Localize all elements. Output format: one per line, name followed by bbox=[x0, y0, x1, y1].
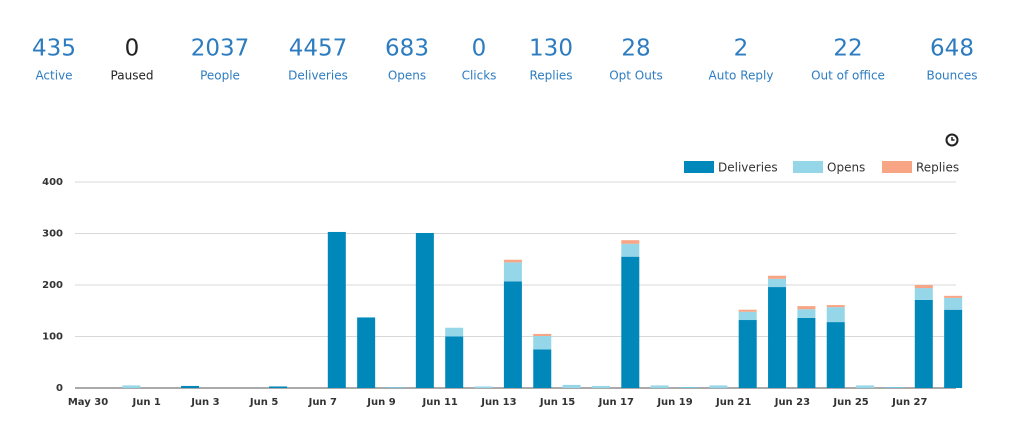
stat-value: 683 bbox=[385, 36, 429, 62]
x-tick-label: Jun 11 bbox=[422, 397, 458, 408]
bar-segment bbox=[944, 295, 963, 298]
x-tick-label: Jun 7 bbox=[308, 397, 337, 408]
bar-segment bbox=[445, 336, 464, 388]
bar-segment bbox=[738, 309, 757, 312]
stat-value: 648 bbox=[930, 36, 974, 62]
stat-label: Replies bbox=[529, 69, 572, 83]
y-tick-label: 200 bbox=[42, 280, 63, 291]
stat-label: Opt Outs bbox=[609, 69, 663, 83]
stat-value: 28 bbox=[621, 36, 650, 62]
bar-segment bbox=[503, 281, 522, 388]
bar-segment bbox=[181, 385, 200, 388]
bar-segment bbox=[768, 287, 787, 388]
bar-segment bbox=[856, 385, 875, 388]
bar-segment bbox=[503, 259, 522, 263]
bar-segment bbox=[738, 311, 757, 321]
bar-segment bbox=[386, 387, 405, 388]
stat-value: 2037 bbox=[191, 36, 250, 62]
bar-segment bbox=[503, 262, 522, 282]
bar-segment bbox=[415, 232, 434, 388]
y-tick-label: 300 bbox=[42, 229, 63, 240]
legend-label: Replies bbox=[916, 161, 959, 175]
bar-segment bbox=[768, 275, 787, 279]
x-tick-label: Jun 25 bbox=[832, 397, 868, 408]
legend-swatch bbox=[882, 161, 912, 173]
bar-segment bbox=[914, 299, 933, 388]
stat-value: 2 bbox=[734, 36, 749, 62]
bar-segment bbox=[621, 243, 640, 257]
stat-label: Clicks bbox=[462, 69, 497, 83]
stat-label: People bbox=[200, 69, 240, 83]
bar-segment bbox=[944, 297, 963, 310]
x-tick-label: Jun 3 bbox=[190, 397, 219, 408]
x-tick-label: Jun 1 bbox=[131, 397, 160, 408]
bar-segment bbox=[826, 305, 845, 308]
bar-segment bbox=[797, 317, 816, 388]
stat-label: Deliveries bbox=[288, 69, 348, 83]
x-tick-label: Jun 15 bbox=[539, 397, 575, 408]
bar-segment bbox=[944, 309, 963, 388]
bar-segment bbox=[914, 285, 933, 289]
bar-segment bbox=[562, 384, 581, 388]
bar-segment bbox=[621, 256, 640, 388]
y-tick-label: 0 bbox=[56, 383, 63, 394]
bar-segment bbox=[914, 288, 933, 300]
legend-label: Opens bbox=[827, 161, 865, 175]
stat-label: Paused bbox=[111, 69, 154, 83]
x-tick-label: Jun 9 bbox=[366, 397, 395, 408]
bar-segment bbox=[122, 385, 141, 388]
bar-segment bbox=[826, 322, 845, 388]
stat-label: Bounces bbox=[926, 69, 977, 83]
stat-value: 22 bbox=[833, 36, 862, 62]
bar-segment bbox=[445, 327, 464, 337]
bar-segment bbox=[357, 317, 376, 388]
bar-segment bbox=[738, 320, 757, 388]
bar-segment bbox=[826, 307, 845, 323]
y-tick-label: 400 bbox=[42, 177, 63, 188]
legend-label: Deliveries bbox=[718, 161, 778, 175]
bar-segment bbox=[797, 309, 816, 318]
stat-value: 130 bbox=[529, 36, 573, 62]
x-tick-label: Jun 21 bbox=[715, 397, 751, 408]
bar-segment bbox=[621, 240, 640, 244]
bar-segment bbox=[474, 386, 493, 388]
x-tick-label: Jun 17 bbox=[598, 397, 634, 408]
stat-label: Opens bbox=[388, 69, 426, 83]
y-tick-label: 100 bbox=[42, 332, 63, 343]
x-tick-label: Jun 5 bbox=[249, 397, 278, 408]
x-tick-label: May 30 bbox=[68, 397, 108, 408]
x-tick-label: Jun 19 bbox=[656, 397, 692, 408]
bar-segment bbox=[533, 335, 552, 350]
bar-segment bbox=[533, 333, 552, 336]
stat-value: 4457 bbox=[289, 36, 348, 62]
stat-value: 0 bbox=[125, 36, 140, 62]
bar-segment bbox=[591, 385, 610, 388]
bar-segment bbox=[797, 306, 816, 310]
x-tick-label: Jun 13 bbox=[480, 397, 516, 408]
bar-segment bbox=[680, 387, 698, 388]
stat-value: 0 bbox=[472, 36, 487, 62]
clock-icon[interactable] bbox=[945, 133, 959, 147]
bar-segment bbox=[768, 278, 787, 288]
bar-segment bbox=[709, 385, 728, 388]
bar-segment bbox=[269, 386, 288, 388]
legend-swatch bbox=[793, 161, 823, 173]
stat-value: 435 bbox=[32, 36, 76, 62]
bar-segment bbox=[327, 231, 346, 388]
x-tick-label: Jun 27 bbox=[891, 397, 927, 408]
stat-label: Out of office bbox=[811, 69, 885, 83]
stat-label: Active bbox=[35, 69, 72, 83]
stat-label: Auto Reply bbox=[709, 69, 774, 83]
legend-swatch bbox=[684, 161, 714, 173]
bar-segment bbox=[533, 349, 552, 388]
x-tick-label: Jun 23 bbox=[774, 397, 810, 408]
bar-segment bbox=[885, 387, 904, 388]
bar-segment bbox=[650, 385, 669, 388]
